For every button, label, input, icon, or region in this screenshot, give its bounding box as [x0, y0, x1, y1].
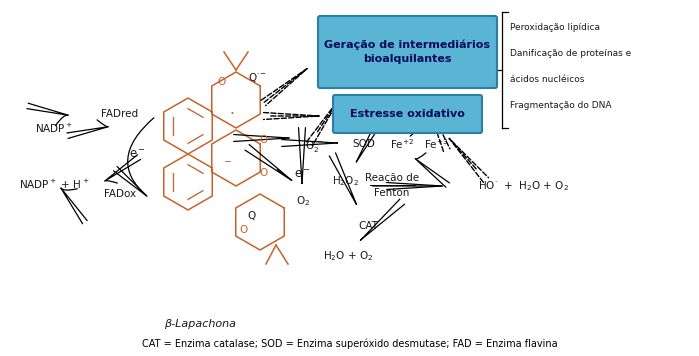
Text: O$_2^{·-}$: O$_2^{·-}$ — [305, 138, 324, 153]
Text: NADP$^+$: NADP$^+$ — [35, 121, 73, 135]
Text: NADP$^+$ + H$^+$: NADP$^+$ + H$^+$ — [19, 177, 89, 190]
Text: Estresse oxidativo: Estresse oxidativo — [350, 109, 465, 119]
Text: O: O — [260, 168, 268, 178]
Text: HO$^·$  +  H$_2$O + O$_2$: HO$^·$ + H$_2$O + O$_2$ — [478, 179, 569, 193]
Text: O: O — [240, 225, 248, 235]
Text: β-Lapachona: β-Lapachona — [164, 319, 236, 329]
Text: Q: Q — [248, 211, 256, 221]
Text: e$^-$: e$^-$ — [294, 168, 312, 180]
Text: Reação de: Reação de — [365, 173, 419, 183]
Text: Danificação de proteínas e: Danificação de proteínas e — [510, 49, 631, 58]
Text: CAT = Enzima catalase; SOD = Enzima superóxido desmutase; FAD = Enzima flavina: CAT = Enzima catalase; SOD = Enzima supe… — [142, 339, 558, 349]
Text: FADred: FADred — [101, 109, 138, 119]
Text: Peroxidação lipídica: Peroxidação lipídica — [510, 23, 600, 32]
Text: Fragmentação do DNA: Fragmentação do DNA — [510, 101, 612, 110]
Text: Q$^{·-}$: Q$^{·-}$ — [248, 72, 268, 84]
Text: O$_2$: O$_2$ — [296, 194, 310, 208]
Text: SOD: SOD — [352, 139, 375, 149]
Text: e$^-$: e$^-$ — [129, 147, 147, 161]
Text: Fenton: Fenton — [374, 188, 410, 198]
Text: Fe$^{+3}$: Fe$^{+3}$ — [424, 137, 448, 151]
Text: H$_2$O + O$_2$: H$_2$O + O$_2$ — [323, 249, 373, 263]
Text: ·: · — [229, 106, 234, 121]
Text: CAT: CAT — [358, 221, 378, 231]
Text: Geração de intermediários
bioalquilantes: Geração de intermediários bioalquilantes — [324, 40, 491, 64]
FancyBboxPatch shape — [333, 95, 482, 133]
Text: Fe$^{+2}$: Fe$^{+2}$ — [390, 137, 415, 151]
Text: ácidos nucléicos: ácidos nucléicos — [510, 75, 584, 84]
Text: O: O — [260, 135, 268, 145]
Text: O: O — [218, 77, 226, 87]
FancyBboxPatch shape — [318, 16, 497, 88]
Text: H$_2$O$_2$: H$_2$O$_2$ — [331, 174, 359, 188]
Text: FADox: FADox — [104, 189, 136, 199]
Text: –: – — [225, 156, 231, 168]
